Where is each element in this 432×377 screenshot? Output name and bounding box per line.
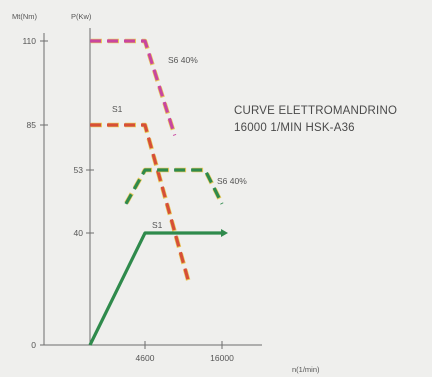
series-line xyxy=(88,231,222,346)
series-line xyxy=(124,168,224,205)
series-arrowhead xyxy=(221,229,228,237)
chart-title-line-1: CURVE ELETTROMANDRINO xyxy=(234,105,397,117)
y-left-tick-label: 85 xyxy=(27,120,37,130)
series-line-halo xyxy=(90,38,177,137)
series-label: S6 40% xyxy=(168,55,198,65)
series-label: S1 xyxy=(152,220,163,230)
series-line xyxy=(90,123,190,281)
y-right-unit-label: P(Kw) xyxy=(71,12,92,21)
x-unit-label: n(1/min) xyxy=(292,365,320,374)
x-tick-label: 16000 xyxy=(210,353,234,363)
series-line-halo xyxy=(90,122,191,281)
x-tick-label: 4600 xyxy=(136,353,155,363)
y-left-unit-label: Mt(Nm) xyxy=(12,12,37,21)
marks-layer: 0 85 110 40 53 4600 16000 S6 40% S1 S6 40% S1 xyxy=(22,36,247,363)
y-left-tick-label: 110 xyxy=(22,36,36,46)
y-right-tick-label: 53 xyxy=(74,165,84,175)
series-label: S1 xyxy=(112,104,123,114)
y-left-tick-label: 0 xyxy=(31,340,36,350)
series-label: S6 40% xyxy=(217,176,247,186)
y-right-tick-label: 40 xyxy=(74,228,84,238)
chart-title-line-2: 16000 1/MIN HSK-A36 xyxy=(234,122,355,134)
series-line xyxy=(90,39,177,136)
